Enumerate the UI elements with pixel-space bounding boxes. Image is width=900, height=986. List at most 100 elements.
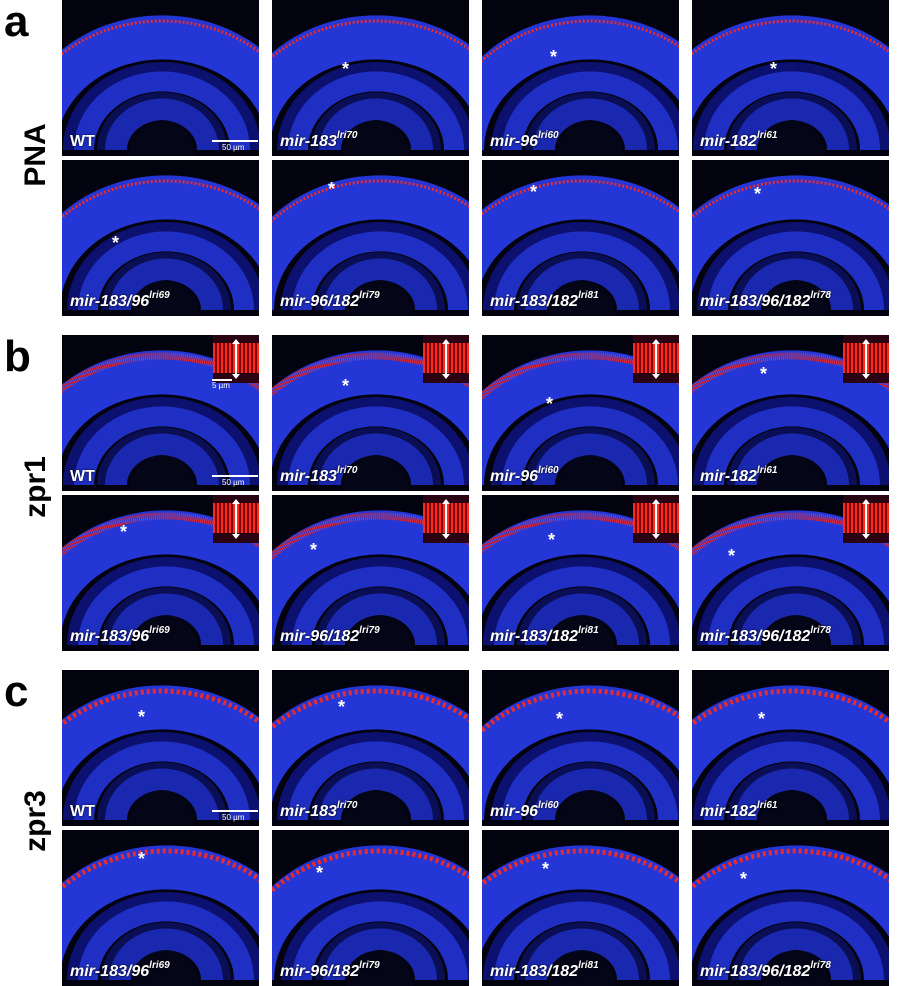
genotype-label: mir-96/182lri79	[280, 624, 380, 645]
retina-layer	[272, 510, 469, 646]
genotype-label: mir-96lri60	[490, 799, 559, 820]
retina-layer	[494, 566, 670, 646]
genotype-label: mir-183lri70	[280, 464, 358, 485]
lens-region	[548, 950, 616, 986]
lens-region	[556, 120, 624, 156]
magnified-inset	[633, 335, 679, 383]
double-arrow-icon	[652, 499, 660, 539]
retina-layer	[272, 350, 469, 468]
retina-layer	[101, 587, 231, 646]
retina-layer	[482, 175, 679, 281]
micrograph-tile: * mir-183/96lri69	[62, 495, 259, 651]
micrograph-tile: * mir-183/182lri81	[482, 830, 679, 986]
allele-superscript: lri61	[756, 799, 778, 811]
micrograph-tile: * mir-96/182lri79	[272, 160, 469, 316]
genotype-label: mir-96/182lri79	[280, 289, 380, 310]
retina-layer	[697, 892, 889, 981]
micrograph-tile: * mir-96lri60	[482, 670, 679, 826]
allele-superscript: lri61	[756, 129, 778, 141]
retina-layer	[315, 922, 445, 981]
retina-layer	[105, 768, 219, 821]
allele-superscript: lri79	[359, 289, 380, 301]
retina-section-image	[272, 510, 469, 651]
genotype-label: mir-183/96/182lri78	[700, 624, 831, 645]
retina-layer	[483, 557, 679, 646]
retina-section-image	[272, 350, 469, 491]
double-arrow-icon	[862, 499, 870, 539]
lens-region	[556, 455, 624, 491]
retina-layer	[277, 397, 469, 486]
optic-nerve-asterisk: *	[310, 540, 318, 560]
retina-layer	[105, 433, 219, 486]
retina-layer	[731, 922, 861, 981]
lens-region	[762, 615, 830, 651]
optic-nerve-asterisk: *	[530, 182, 538, 202]
lens-region	[762, 280, 830, 316]
lens-region	[128, 120, 196, 156]
lens-region	[128, 455, 196, 491]
retina-layer	[78, 566, 254, 646]
inset-scale-bar	[212, 379, 232, 381]
optic-nerve-asterisk: *	[316, 863, 324, 883]
retina-layer	[697, 222, 889, 311]
retina-layer	[319, 768, 433, 821]
optic-nerve-asterisk: *	[548, 530, 556, 550]
allele-superscript: lri70	[336, 799, 358, 811]
retina-layer	[311, 92, 441, 151]
allele-superscript: lri60	[538, 129, 559, 141]
double-arrow-icon	[862, 339, 870, 379]
retina-layer	[483, 222, 679, 311]
allele-superscript: lri69	[149, 959, 170, 971]
double-arrow-icon	[232, 499, 240, 539]
retina-layer	[101, 922, 231, 981]
allele-superscript: lri60	[538, 799, 559, 811]
micrograph-tile: * mir-182lri61	[692, 670, 889, 826]
retina-layer	[323, 593, 437, 646]
retina-section-image	[482, 15, 679, 156]
retina-section-image	[482, 175, 679, 316]
retina-layer	[78, 901, 254, 981]
optic-nerve-asterisk: *	[338, 697, 346, 717]
retina-layer	[482, 845, 679, 951]
retina-layer	[109, 258, 223, 311]
lens-region	[548, 615, 616, 651]
retina-layer	[533, 768, 647, 821]
retina-section-image	[62, 510, 259, 651]
allele-superscript: lri61	[756, 464, 778, 476]
retina-section-image	[692, 845, 889, 986]
retina-layer	[525, 427, 655, 486]
lens-region	[556, 790, 624, 826]
retina-section-image	[692, 510, 889, 651]
retina-layer	[517, 587, 647, 646]
retina-layer	[109, 928, 223, 981]
double-arrow-icon	[442, 499, 450, 539]
retina-section-image	[62, 350, 259, 491]
optic-nerve-asterisk: *	[728, 546, 736, 566]
genotype-label: mir-183/96lri69	[70, 624, 170, 645]
retina-layer	[323, 928, 437, 981]
allele-superscript: lri78	[810, 959, 831, 971]
retina-layer	[281, 222, 469, 311]
retina-layer	[272, 685, 469, 803]
retina-layer	[315, 252, 445, 311]
retina-section-image	[692, 15, 889, 156]
retina-layer	[482, 350, 679, 486]
optic-nerve-asterisk: *	[120, 522, 128, 542]
retina-layer	[491, 732, 679, 821]
retina-section-image	[272, 845, 469, 986]
retina-layer	[105, 98, 219, 151]
lens-region	[758, 455, 826, 491]
retina-layer	[62, 350, 259, 456]
retina-layer	[708, 901, 884, 981]
retina-layer	[63, 62, 259, 151]
retina-layer	[62, 15, 259, 121]
allele-superscript: lri69	[149, 289, 170, 301]
genotype-label: mir-183/182lri81	[490, 624, 599, 645]
lens-region	[128, 790, 196, 826]
retina-layer	[272, 175, 469, 311]
genotype-label: mir-183lri70	[280, 799, 358, 820]
allele-superscript: lri70	[336, 129, 358, 141]
retina-section-image	[62, 845, 259, 986]
micrograph-tile: * mir-183/182lri81	[482, 160, 679, 316]
retina-layer	[525, 928, 639, 981]
